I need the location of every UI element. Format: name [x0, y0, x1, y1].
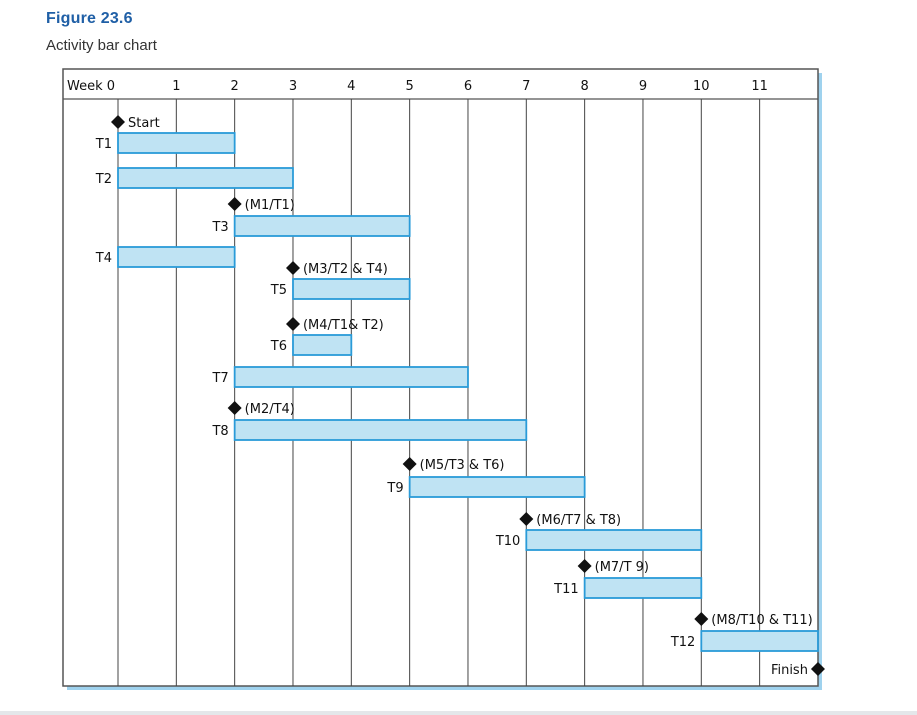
task-bar-t4 — [117, 246, 236, 268]
task-label-t9: T9 — [386, 481, 403, 496]
task-label-t1: T1 — [95, 137, 112, 152]
task-label-t6: T6 — [270, 339, 287, 354]
footer-divider — [0, 711, 917, 715]
figure-caption: Activity bar chart — [46, 37, 157, 54]
task-bar-t7 — [233, 366, 469, 388]
task-bar-t12 — [700, 630, 819, 652]
week-label-5: 5 — [406, 79, 414, 94]
milestone-2-label: (M3/T2 & T4) — [303, 262, 388, 277]
task-label-t4: T4 — [95, 251, 112, 266]
milestone-4-marker — [227, 401, 242, 415]
task-bar-t10 — [525, 529, 703, 551]
task-bar-t11 — [583, 577, 703, 599]
milestone-5-label: (M5/T3 & T6) — [420, 458, 505, 473]
task-label-t7: T7 — [211, 371, 228, 386]
task-bar-t5 — [292, 278, 411, 300]
milestone-1-marker — [227, 197, 242, 211]
milestone-8-label: (M8/T10 & T11) — [711, 613, 812, 628]
week-label-4: 4 — [347, 79, 355, 94]
milestone-0-label: Start — [128, 116, 160, 131]
milestone-6-label: (M6/T7 & T8) — [536, 513, 621, 528]
task-bar-t9 — [408, 476, 586, 498]
week-label-9: 9 — [639, 79, 647, 94]
milestone-8-marker — [694, 612, 709, 626]
task-bar-t6 — [292, 334, 353, 356]
task-label-t10: T10 — [495, 534, 520, 549]
milestone-7-marker — [577, 559, 592, 573]
milestone-0-marker — [111, 115, 125, 129]
milestone-3-marker — [285, 317, 300, 331]
milestone-5-marker — [402, 457, 417, 471]
week-label-1: 1 — [172, 79, 180, 94]
milestone-4-label: (M2/T4) — [245, 402, 295, 417]
task-label-t2: T2 — [95, 172, 112, 187]
milestone-3-label: (M4/T1& T2) — [303, 318, 384, 333]
milestone-1-label: (M1/T1) — [245, 198, 295, 213]
week-label-0: Week 0 — [67, 79, 115, 94]
milestone-2-marker — [285, 261, 300, 275]
milestone-7-label: (M7/T 9) — [595, 560, 649, 575]
week-label-3: 3 — [289, 79, 297, 94]
week-label-2: 2 — [231, 79, 239, 94]
milestone-6-marker — [519, 512, 534, 526]
milestone-9-label: Finish — [771, 663, 808, 678]
figure-title: Figure 23.6 — [46, 10, 133, 27]
task-bar-t3 — [233, 215, 411, 237]
week-label-11: 11 — [751, 79, 768, 94]
milestone-9-marker — [810, 662, 825, 676]
task-label-t11: T11 — [553, 582, 578, 597]
task-label-t5: T5 — [270, 283, 287, 298]
week-label-10: 10 — [693, 79, 710, 94]
week-label-6: 6 — [464, 79, 472, 94]
task-label-t8: T8 — [211, 424, 228, 439]
week-label-7: 7 — [522, 79, 530, 94]
task-label-t12: T12 — [670, 635, 695, 650]
task-bar-t2 — [117, 167, 294, 189]
task-bar-t1 — [117, 132, 236, 154]
task-bar-t8 — [233, 419, 528, 441]
week-label-8: 8 — [580, 79, 588, 94]
task-label-t3: T3 — [211, 220, 228, 235]
